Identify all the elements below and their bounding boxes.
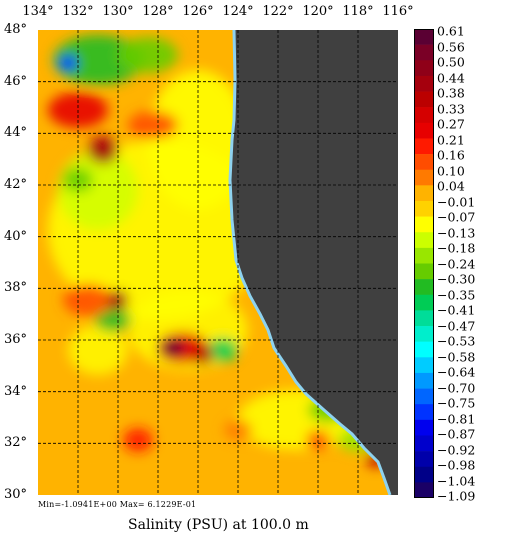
- lon-tick-label: 124°: [222, 4, 254, 19]
- colorbar-tick-label: −0.87: [437, 426, 476, 442]
- colorbar-tick-label: −0.24: [437, 256, 476, 271]
- colorbar-swatch: [414, 154, 434, 170]
- colorbar-tick-label: 0.61: [437, 23, 465, 39]
- colorbar-tick-label: 0.56: [437, 39, 465, 54]
- colorbar-tick-label: 0.04: [437, 178, 465, 194]
- colorbar-swatch: [414, 310, 434, 327]
- colorbar-tick-label: 0.16: [437, 147, 465, 163]
- colorbar-swatch: [414, 138, 434, 155]
- colorbar-swatch: [414, 372, 434, 389]
- colorbar-swatch: [414, 75, 434, 92]
- lon-tick-label: 128°: [142, 4, 174, 19]
- colorbar-tick-label: −0.58: [437, 349, 476, 364]
- colorbar-tick-label: 0.50: [437, 54, 465, 70]
- lat-tick-label: 42°: [4, 177, 28, 192]
- colorbar-swatch: [414, 232, 434, 249]
- lon-tick-label: 130°: [102, 4, 134, 19]
- colorbar-swatch: [414, 247, 434, 264]
- colorbar-tick-label: 0.21: [437, 132, 465, 147]
- colorbar-tick-label: −0.92: [437, 442, 476, 457]
- colorbar-swatch: [414, 216, 434, 233]
- colorbar-swatch: [414, 466, 434, 483]
- colorbar-tick-label: −0.01: [437, 194, 476, 209]
- colorbar-swatch: [414, 122, 434, 139]
- colorbar-swatch: [414, 341, 434, 358]
- lon-tick-label: 134°: [22, 4, 54, 19]
- colorbar-swatch: [414, 419, 434, 436]
- colorbar-tick-label: −1.09: [437, 488, 476, 504]
- colorbar-tick-label: −0.47: [437, 318, 476, 333]
- colorbar-swatch: [414, 279, 434, 296]
- lat-tick-label: 48°: [4, 22, 28, 37]
- colorbar-tick-label: −0.64: [437, 364, 476, 380]
- colorbar-tick-label: −0.41: [437, 302, 476, 318]
- colorbar-tick-label: 0.27: [437, 116, 465, 132]
- coastline: [228, 30, 392, 495]
- colorbar-tick-label: 0.44: [437, 70, 465, 85]
- lon-tick-label: 118°: [342, 4, 374, 19]
- min-max-readout: Min=-1.0941E+00 Max= 6.1229E-01: [38, 500, 197, 509]
- colorbar-tick-label: −1.04: [437, 473, 476, 488]
- colorbar-tick-label: −0.70: [437, 380, 476, 395]
- colorbar-tick-label: 0.33: [437, 101, 465, 116]
- colorbar-tick-label: −0.53: [437, 333, 476, 349]
- colorbar-tick-label: 0.10: [437, 163, 465, 178]
- lon-tick-label: 122°: [262, 4, 294, 19]
- colorbar-swatch: [414, 29, 434, 45]
- colorbar-swatch: [414, 451, 434, 468]
- colorbar-swatch: [414, 169, 434, 186]
- lon-tick-label: 126°: [182, 4, 214, 19]
- colorbar-tick-label: −0.18: [437, 240, 476, 256]
- colorbar-tick-label: −0.81: [437, 411, 476, 426]
- lat-tick-label: 36°: [4, 332, 28, 347]
- colorbar-swatch: [414, 435, 434, 452]
- colorbar-tick-label: −0.75: [437, 395, 476, 411]
- salinity-map: [38, 30, 398, 495]
- colorbar-swatch: [414, 185, 434, 202]
- lat-tick-label: 34°: [4, 383, 28, 399]
- colorbar-tick-label: −0.07: [437, 209, 476, 225]
- colorbar-swatch: [414, 44, 434, 61]
- colorbar-swatch: [414, 357, 434, 374]
- colorbar-swatch: [414, 404, 434, 421]
- colorbar-swatch: [414, 107, 434, 124]
- map-caption: Salinity (PSU) at 100.0 m: [128, 517, 309, 533]
- lat-tick-label: 32°: [4, 435, 28, 451]
- colorbar-tick-label: 0.38: [437, 85, 465, 101]
- colorbar-swatch: [414, 388, 434, 405]
- colorbar-tick-label: −0.30: [437, 271, 476, 287]
- colorbar-tick-label: −0.98: [437, 457, 476, 473]
- land-mass: [230, 30, 398, 495]
- colorbar-swatch: [414, 482, 434, 498]
- colorbar-swatch: [414, 200, 434, 217]
- lon-tick-label: 120°: [302, 4, 334, 19]
- colorbar-swatch: [414, 91, 434, 108]
- colorbar: [414, 29, 434, 498]
- lon-tick-label: 132°: [62, 4, 94, 19]
- colorbar-swatch: [414, 263, 434, 280]
- colorbar-swatch: [414, 60, 434, 77]
- lat-tick-label: 38°: [4, 280, 28, 296]
- lat-tick-label: 40°: [4, 228, 28, 244]
- lat-tick-label: 30°: [4, 487, 28, 502]
- colorbar-swatch: [414, 294, 434, 311]
- lat-tick-label: 46°: [4, 73, 28, 89]
- colorbar-tick-label: −0.13: [437, 225, 476, 240]
- lat-tick-label: 44°: [4, 125, 28, 141]
- colorbar-tick-label: −0.35: [437, 287, 476, 302]
- lon-tick-label: 116°: [382, 4, 414, 19]
- colorbar-swatch: [414, 326, 434, 342]
- colorbar-border: [414, 29, 434, 498]
- grid-lines: [38, 30, 398, 495]
